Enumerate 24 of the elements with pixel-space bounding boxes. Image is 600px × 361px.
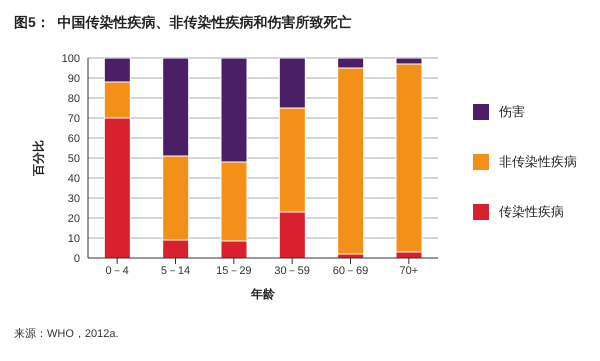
y-tick-label: 90 bbox=[68, 72, 80, 85]
y-tick-label: 30 bbox=[68, 192, 80, 205]
x-tick-label: 60－69 bbox=[332, 264, 368, 277]
y-tick-label: 80 bbox=[68, 92, 80, 105]
y-tick-label: 40 bbox=[68, 172, 80, 185]
y-tick-label: 60 bbox=[68, 132, 80, 145]
x-tick-label: 15－29 bbox=[216, 264, 252, 277]
y-tick-label: 20 bbox=[68, 212, 80, 225]
legend-label: 非传染性疾病 bbox=[499, 153, 577, 171]
x-tick-label: 70+ bbox=[399, 264, 418, 277]
x-tick-label: 30－59 bbox=[274, 264, 310, 277]
y-tick-label: 70 bbox=[68, 112, 80, 125]
y-tick-label: 100 bbox=[62, 52, 80, 65]
y-tick-label: 50 bbox=[68, 152, 80, 165]
y-tick-label: 10 bbox=[68, 232, 80, 245]
chart-title: 图5： 中国传染性疾病、非传染性疾病和伤害所致死亡 bbox=[14, 14, 352, 32]
source-note: 来源：WHO，2012a. bbox=[14, 327, 119, 341]
y-tick-label: 0 bbox=[74, 252, 80, 265]
y-axis-title: 百分比 bbox=[31, 140, 46, 177]
legend-label: 伤害 bbox=[499, 103, 525, 121]
legend-label: 传染性疾病 bbox=[499, 203, 564, 221]
x-axis-title: 年龄 bbox=[250, 287, 276, 301]
x-tick-label: 0－4 bbox=[106, 264, 129, 277]
x-tick-label: 5－14 bbox=[160, 264, 190, 277]
